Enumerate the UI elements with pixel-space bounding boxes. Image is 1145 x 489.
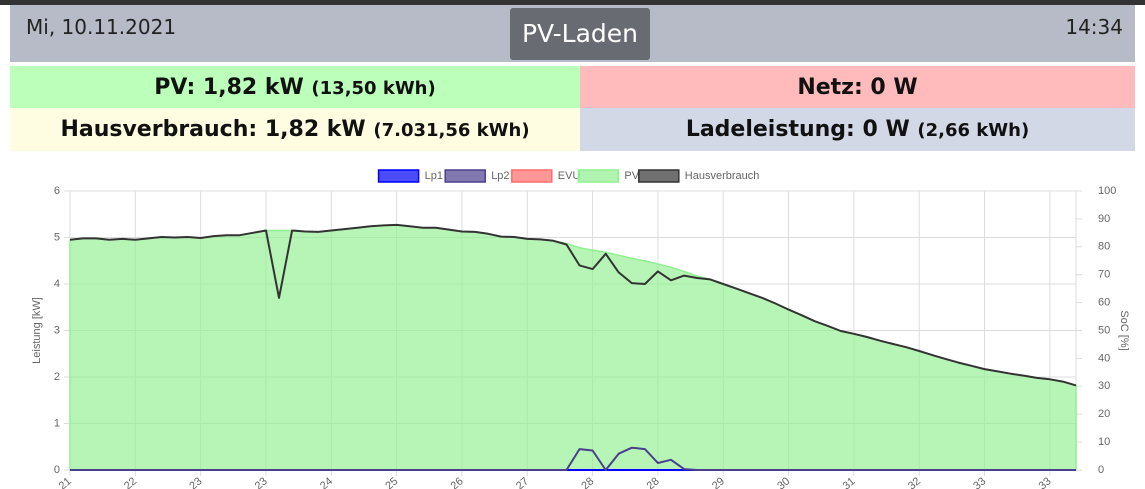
legend-label: Lp2 [491,170,509,182]
legend-label: PV [624,170,639,182]
x-tick-label: 23 [187,475,204,489]
tile-detail: (7.031,56 kWh) [373,120,530,141]
y-tick-label: 4 [54,278,60,290]
x-tick-label: 33 [1037,475,1054,489]
page-title[interactable]: PV-Laden [510,8,650,60]
y-tick-label: 1 [54,417,60,429]
tile-detail: (2,66 kWh) [917,120,1030,141]
status-tile: Ladeleistung: 0 W (2,66 kWh) [580,108,1135,151]
x-tick-label: 32 [906,475,923,489]
legend-label: Hausverbrauch [685,170,760,182]
tile-detail: (13,50 kWh) [311,78,436,99]
line [70,446,1076,471]
y2-tick-label: 0 [1098,464,1104,476]
x-tick-label: 24 [318,475,335,489]
x-tick-label: 27 [514,475,531,489]
x-tick-label: 21 [57,475,74,489]
tile-label: Ladeleistung: 0 W [685,117,910,142]
x-tick-label: 33 [971,475,988,489]
y-tick-label: 2 [54,371,60,383]
y-tick-label: 6 [54,185,60,197]
y-axis-title: Leistung [kW] [31,297,43,364]
y-tick-label: 3 [54,324,60,336]
y2-tick-label: 20 [1098,408,1110,420]
x-tick-label: 28 [645,475,662,489]
legend-swatch [577,169,620,183]
status-tile: Netz: 0 W [580,66,1135,109]
area [69,224,1077,471]
status-tile: PV: 1,82 kW (13,50 kWh) [10,66,580,109]
tile-label: Hausverbrauch: 1,82 kW [60,117,366,142]
x-tick-label: 25 [383,475,400,489]
legend-swatch [377,169,420,183]
y2-tick-label: 90 [1098,213,1110,225]
legend-swatch [511,169,553,183]
line [69,223,1077,387]
y2-tick-label: 10 [1098,436,1110,448]
y-tick-label: 0 [54,464,60,476]
y2-tick-label: 100 [1098,185,1116,197]
status-tile: Hausverbrauch: 1,82 kW (7.031,56 kWh) [10,108,580,151]
y2-tick-label: 80 [1098,241,1110,253]
y2-tick-label: 40 [1098,352,1110,364]
x-tick-label: 23 [253,475,270,489]
tile-label: Netz: 0 W [797,75,918,100]
tile-label: PV: 1,82 kW [154,75,304,100]
y2-tick-label: 70 [1098,269,1110,281]
x-tick-label: 28 [579,475,596,489]
y2-tick-label: 60 [1098,297,1110,309]
header: Mi, 10.11.2021 PV-Laden 14:34 [10,5,1135,62]
x-tick-label: 29 [710,475,727,489]
legend-label: EVU [558,170,581,182]
top-bar [0,0,1145,5]
x-tick-label: 26 [449,475,466,489]
y2-tick-label: 50 [1098,324,1110,336]
legend-swatch [444,169,486,183]
x-tick-label: 31 [841,475,858,489]
x-tick-label: 30 [775,475,792,489]
y2-axis-title: SoC [%] [1118,310,1130,350]
legend-swatch [638,169,680,183]
date: Mi, 10.11.2021 [26,15,177,39]
x-tick-label: 22 [122,475,139,489]
time: 14:34 [1065,15,1123,39]
legend-label: Lp1 [425,170,443,182]
y-tick-label: 5 [54,231,60,243]
y2-tick-label: 30 [1098,380,1110,392]
